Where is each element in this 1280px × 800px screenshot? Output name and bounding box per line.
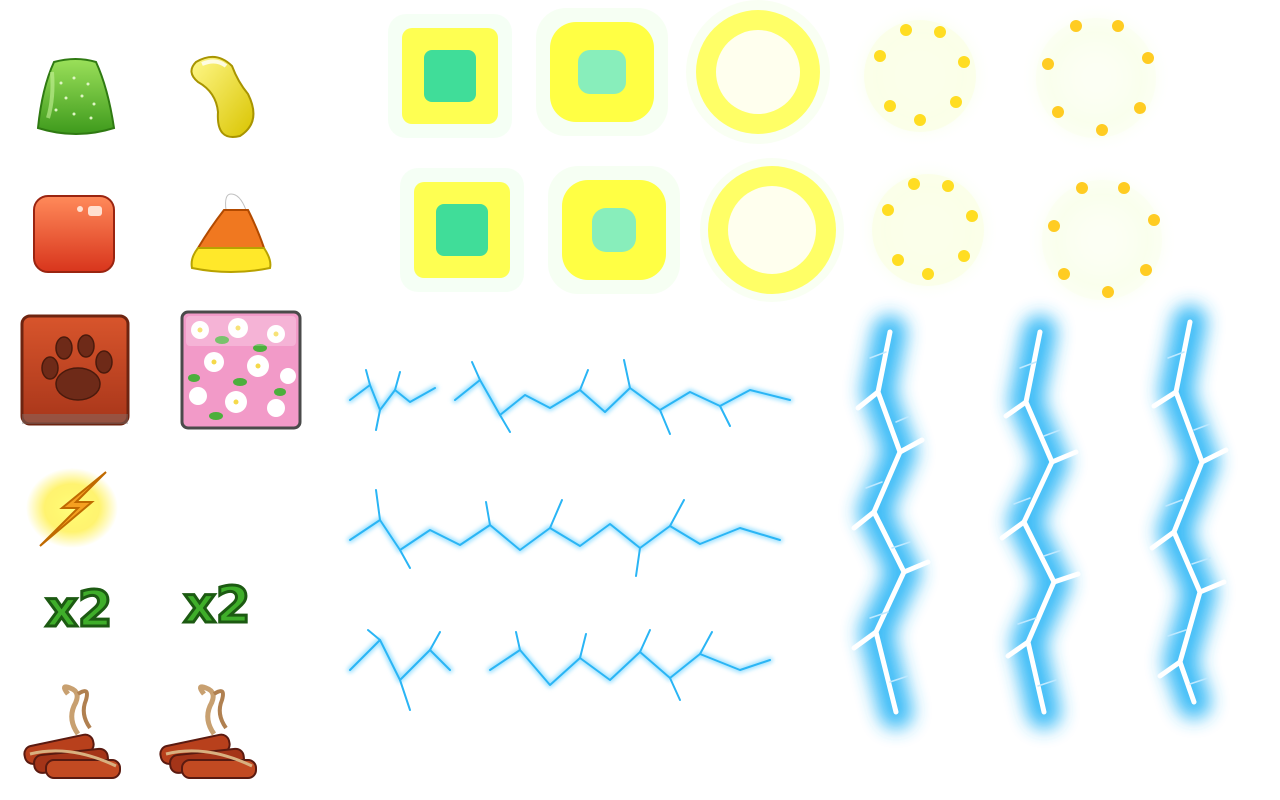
burst-frame xyxy=(400,168,524,292)
lightning-bolt-icon xyxy=(22,462,122,552)
multiplier-label: x2 xyxy=(45,580,112,638)
green-gumdrop-icon xyxy=(36,58,116,138)
horizontal-lightning-frames xyxy=(340,340,810,740)
burst-frame xyxy=(548,166,680,294)
burst-frame xyxy=(686,0,830,144)
yellow-jellybean-icon xyxy=(186,52,260,140)
lightning-strand xyxy=(347,377,793,688)
burst-frame xyxy=(848,4,992,148)
burst-effect-frames xyxy=(380,0,1200,324)
candy-corn-icon xyxy=(188,192,274,274)
red-jelly-square-icon xyxy=(32,194,116,274)
dynamite-bundle-icon xyxy=(20,684,124,784)
flower-pattern-tile-icon xyxy=(180,310,302,430)
paw-print-tile-icon xyxy=(20,314,130,426)
burst-frame xyxy=(856,158,1000,302)
burst-frame xyxy=(388,14,512,138)
dynamite-bundle-icon xyxy=(156,684,260,784)
burst-frame xyxy=(1026,164,1178,316)
multiplier-badge: x2 xyxy=(34,574,124,640)
multiplier-label: x2 xyxy=(183,576,250,634)
lightning-strand xyxy=(349,359,791,711)
burst-frame xyxy=(700,158,844,302)
burst-frame xyxy=(1020,2,1172,154)
multiplier-badge: x2 xyxy=(172,570,262,636)
vertical-lightning-frames xyxy=(830,305,1270,732)
burst-frame xyxy=(536,8,668,136)
